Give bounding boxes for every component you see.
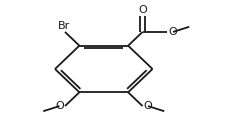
Text: O: O (143, 101, 152, 111)
Text: Br: Br (58, 21, 70, 31)
Text: O: O (56, 101, 64, 111)
Text: O: O (168, 27, 177, 37)
Text: O: O (138, 5, 147, 15)
